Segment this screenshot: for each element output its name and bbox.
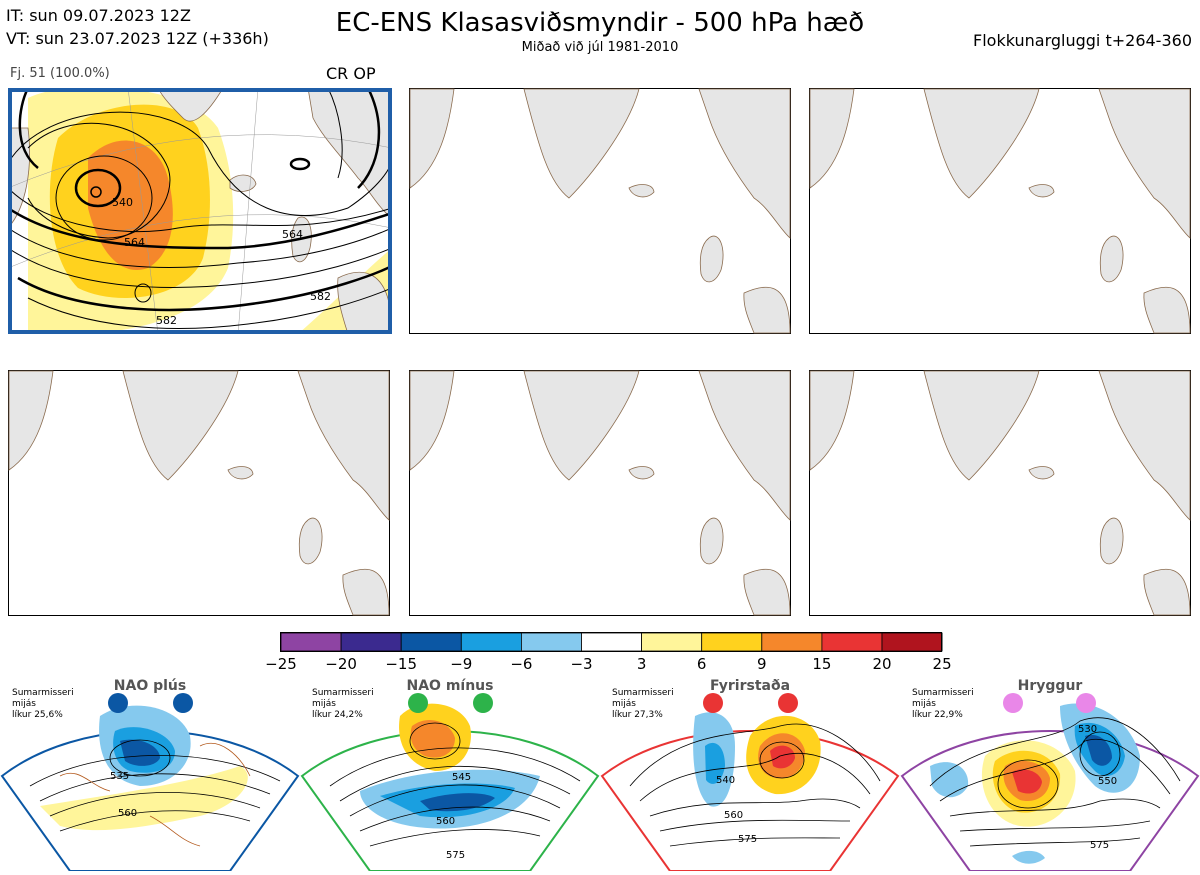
regime-note: Sumarmisseri mijás líkur 22,9% — [912, 688, 974, 720]
contour-label: 540 — [112, 196, 133, 209]
page-subtitle: Miðað við júl 1981-2010 — [521, 40, 679, 55]
colorbar-svg — [280, 632, 943, 652]
header-times: IT: sun 09.07.2023 12Z VT: sun 23.07.202… — [6, 4, 269, 50]
regime-contour-label: 575 — [1090, 840, 1109, 851]
regime-name: Hryggur — [1017, 678, 1083, 694]
colorbar-tick-label: 3 — [636, 655, 647, 673]
regime-note: Sumarmisseri mijás líkur 24,2% — [312, 688, 374, 720]
colorbar-cell — [761, 632, 823, 652]
regime-nao-plus-map: 535 560 — [0, 693, 300, 872]
regime-contour-label: 575 — [446, 850, 465, 861]
regime-name: NAO mínus — [406, 678, 494, 694]
regime-name: NAO plús — [113, 678, 187, 694]
colorbar-cell — [400, 632, 462, 652]
regime-contour-label: 530 — [1078, 724, 1097, 735]
colorbar-tick-label: −3 — [570, 655, 593, 673]
panel-1-label: CR OP — [326, 64, 376, 83]
regime-contour-label: 550 — [1098, 776, 1117, 787]
regime-contour-label: 535 — [110, 771, 129, 782]
map-panel-4[interactable] — [8, 370, 390, 616]
colorbar-cell — [460, 632, 522, 652]
map-panel-5-svg — [409, 370, 791, 616]
map-panel-1-svg: 540 564 564 582 582 — [8, 88, 392, 334]
map-panel-3[interactable] — [809, 88, 1191, 334]
regime-note: Sumarmisseri mijás líkur 27,3% — [612, 688, 674, 720]
panel-1-members: Fj. 51 (100.0%) — [10, 66, 110, 81]
map-panel-2-svg — [409, 88, 791, 334]
regime-contour-label: 540 — [716, 775, 735, 786]
regime-contour-label: 575 — [738, 834, 757, 845]
colorbar-cell — [881, 632, 943, 652]
contour-label: 564 — [124, 236, 145, 249]
regime-contour-label: 560 — [118, 808, 137, 819]
regime-nao-plus: 535 560 NAO plús Sumarmisseri mijás líku… — [0, 676, 300, 872]
colorbar-tick-label: −25 — [265, 655, 297, 673]
map-panel-3-svg — [809, 88, 1191, 334]
init-time: IT: sun 09.07.2023 12Z — [6, 6, 191, 25]
colorbar-tick-label: 9 — [757, 655, 767, 673]
colorbar-tick-label: 15 — [812, 655, 832, 673]
map-panel-6-svg — [809, 370, 1191, 616]
regime-contour-label: 560 — [724, 810, 743, 821]
colorbar-tick-label: 6 — [696, 655, 707, 673]
colorbar-tick-label: −15 — [385, 655, 418, 673]
map-panel-5[interactable] — [409, 370, 791, 616]
map-panel-2[interactable] — [409, 88, 791, 334]
contour-label: 582 — [156, 314, 177, 327]
regime-note: Sumarmisseri mijás líkur 25,6% — [12, 688, 74, 720]
regime-nao-minus-map: 545 560 575 — [300, 693, 600, 872]
regime-contour-label: 545 — [452, 772, 471, 783]
colorbar-cell — [641, 632, 703, 652]
colorbar-cell — [340, 632, 402, 652]
colorbar-cell — [701, 632, 763, 652]
colorbar-tick-label: −6 — [510, 655, 533, 673]
colorbar-cell — [520, 632, 582, 652]
regime-name: Fyrirstaða — [709, 678, 791, 694]
regime-blocking: 540 560 575 Fyrirstaða Sumarmisseri mijá… — [600, 676, 900, 872]
colorbar-tick-label: 20 — [872, 655, 892, 673]
contour-label: 564 — [282, 228, 303, 241]
classification-window: Flokkunargluggi t+264-360 — [973, 31, 1192, 50]
regime-ridge-map: 530 550 575 — [900, 693, 1200, 872]
map-panel-6[interactable] — [809, 370, 1191, 616]
valid-time: VT: sun 23.07.2023 12Z (+336h) — [6, 29, 269, 48]
colorbar — [280, 632, 944, 656]
colorbar-cell — [280, 632, 342, 652]
contour-label: 582 — [310, 290, 331, 303]
page-title: EC-ENS Klasasviðsmyndir - 500 hPa hæð — [335, 8, 865, 38]
colorbar-tick-label: −9 — [450, 655, 473, 673]
map-panel-1[interactable]: 540 564 564 582 582 — [8, 88, 392, 334]
colorbar-cell — [821, 632, 883, 652]
regime-contour-label: 560 — [436, 816, 455, 827]
highlight-border — [8, 88, 392, 334]
regime-blocking-map: 540 560 575 — [600, 693, 900, 872]
colorbar-cell — [581, 632, 642, 652]
regime-ridge: 530 550 575 Hryggur Sumarmisseri mijás l… — [900, 676, 1200, 872]
colorbar-tick-label: 25 — [932, 655, 952, 673]
regime-nao-minus: 545 560 575 NAO mínus Sumarmisseri mijás… — [300, 676, 600, 872]
colorbar-tick-label: −20 — [325, 655, 357, 673]
map-panel-4-svg — [8, 370, 390, 616]
